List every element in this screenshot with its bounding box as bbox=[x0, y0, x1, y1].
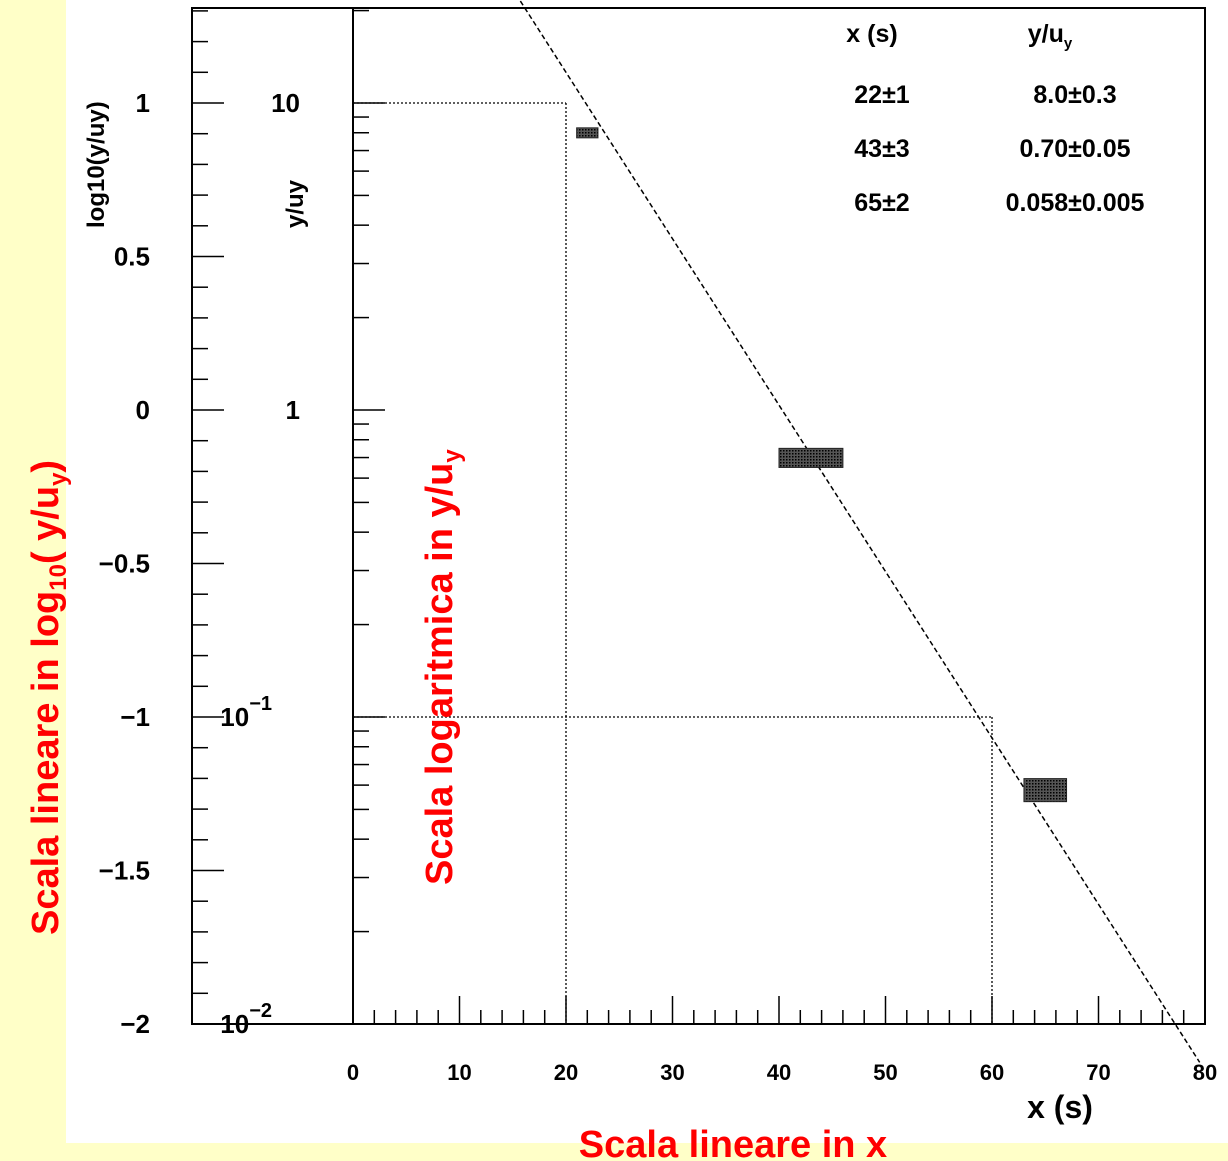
right-axis-title-text: y/uy bbox=[282, 179, 309, 228]
table-cell-y: 0.058±0.005 bbox=[1006, 189, 1145, 217]
reference-lines bbox=[353, 102, 993, 1024]
table-cell-x: 22±1 bbox=[854, 81, 910, 109]
table-cell-y: 0.70±0.05 bbox=[1019, 135, 1130, 163]
table-cell-y: 8.0±0.3 bbox=[1033, 81, 1116, 109]
x-tick-label: 20 bbox=[554, 1060, 578, 1085]
left-tick-label: 0 bbox=[136, 395, 150, 425]
left-tick-label: 0.5 bbox=[114, 242, 150, 272]
table-cell-x: 43±3 bbox=[854, 135, 909, 163]
x-tick-label: 60 bbox=[980, 1060, 1004, 1085]
left-tick-label: 1 bbox=[136, 88, 150, 118]
right-axis-title: y/uy bbox=[282, 179, 309, 228]
left-tick-label: −2 bbox=[120, 1009, 150, 1039]
left-tick-label: −1 bbox=[120, 702, 150, 732]
table-rows: 22±1 8.0±0.3 43±3 0.70±0.05 65±2 0.058±0.005 bbox=[854, 81, 1144, 217]
x-tick-label: 40 bbox=[767, 1060, 791, 1085]
bottom-red-label: Scala lineare in x bbox=[579, 1124, 887, 1161]
left-tick-label: −1.5 bbox=[99, 856, 150, 886]
left-red-label: Scala lineare in log10( y/uy) bbox=[25, 460, 72, 935]
fit-line bbox=[518, 0, 1201, 1063]
data-points-layer bbox=[576, 127, 1068, 803]
log-tick-label: 1 bbox=[286, 395, 300, 425]
plot-panel bbox=[66, 0, 1228, 1143]
data-point-box bbox=[576, 127, 599, 139]
x-tick-label: 50 bbox=[873, 1060, 897, 1085]
middle-red-label: Scala logaritmica in y/uy bbox=[419, 449, 466, 885]
left-tick-label: −0.5 bbox=[99, 549, 150, 579]
ticks-layer: 1 0.5 0 −0.5 −1 −1.5 −2 10 1 10−1 10−2 0 10 20 30 40 50 6… bbox=[99, 9, 1217, 1085]
x-tick-label: 0 bbox=[347, 1060, 359, 1085]
left-axis-title-pre: log10(y/uy) bbox=[83, 101, 110, 228]
table-header-y: y/uy bbox=[1028, 20, 1073, 52]
x-tick-label: 80 bbox=[1193, 1060, 1217, 1085]
x-tick-label: 10 bbox=[447, 1060, 471, 1085]
data-point-box bbox=[778, 447, 844, 468]
fit-line-layer bbox=[518, 0, 1201, 1063]
table-header-y-subscript: y bbox=[1064, 35, 1073, 52]
plot-frame bbox=[191, 7, 1206, 1025]
table-header-x: x (s) bbox=[846, 20, 897, 48]
frame-layer bbox=[191, 7, 1206, 1025]
log-tick-label: 10−2 bbox=[220, 1000, 272, 1039]
x-axis-title: x (s) bbox=[1027, 1089, 1093, 1125]
table-cell-x: 65±2 bbox=[854, 189, 909, 217]
data-point-box bbox=[1023, 778, 1068, 803]
x-tick-label: 70 bbox=[1086, 1060, 1110, 1085]
x-tick-label: 30 bbox=[660, 1060, 684, 1085]
log-tick-label: 10 bbox=[271, 88, 300, 118]
log-tick-label: 10−1 bbox=[220, 693, 272, 732]
left-axis-title: log10(y/uy) bbox=[83, 101, 110, 228]
